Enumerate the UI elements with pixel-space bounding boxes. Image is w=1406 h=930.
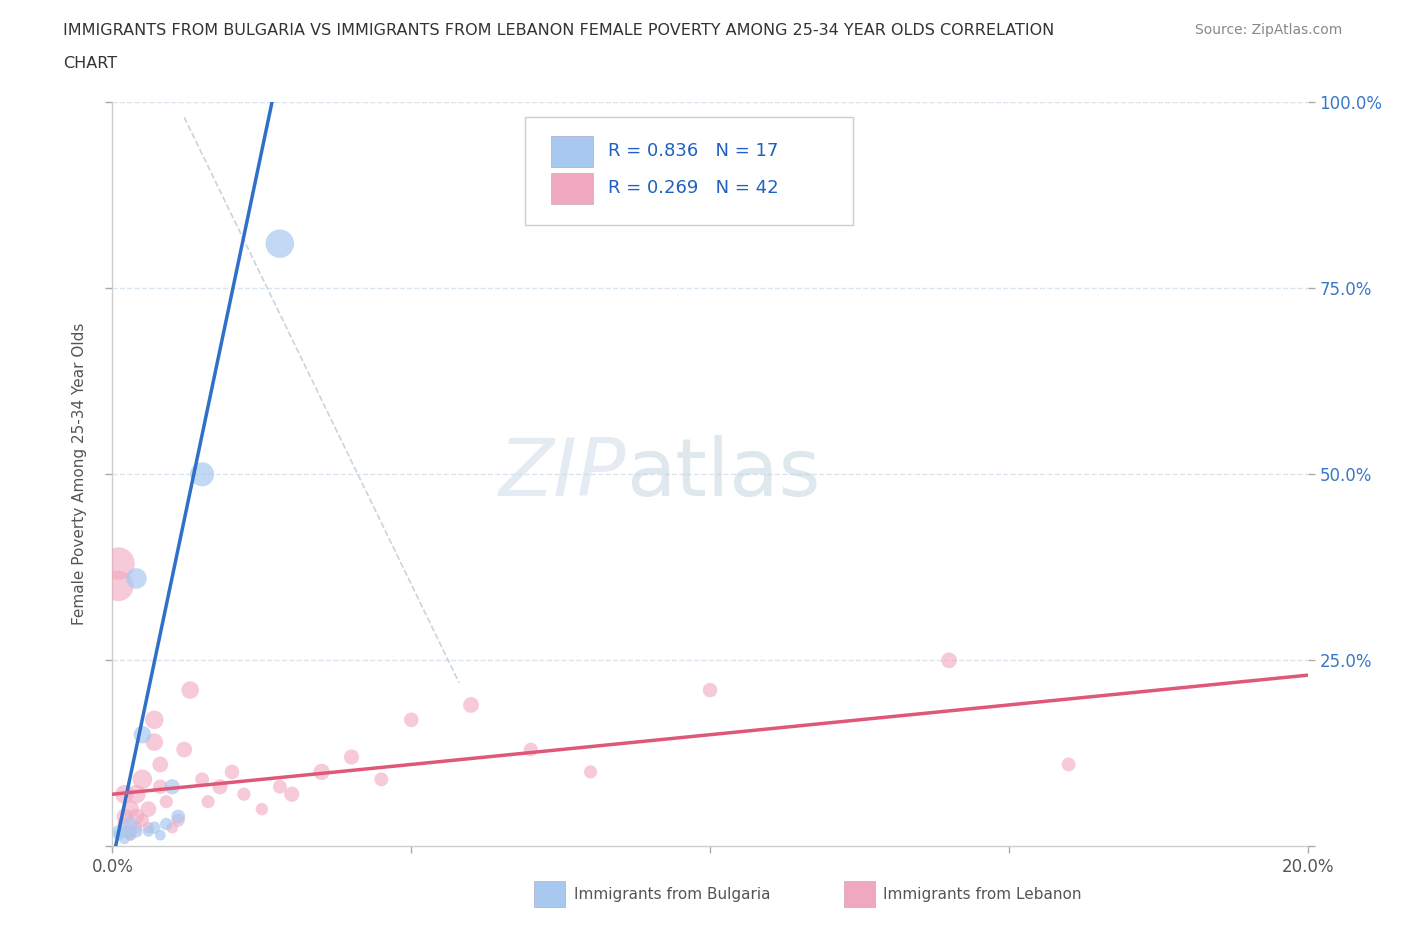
Point <box>269 779 291 794</box>
Text: CHART: CHART <box>63 56 117 71</box>
Point <box>699 683 721 698</box>
Point <box>173 742 195 757</box>
Point <box>340 750 363 764</box>
Point <box>120 824 142 839</box>
Point <box>281 787 304 802</box>
Point <box>191 467 214 482</box>
Point <box>138 802 160 817</box>
Text: atlas: atlas <box>627 435 821 513</box>
Point <box>120 817 142 831</box>
Y-axis label: Female Poverty Among 25-34 Year Olds: Female Poverty Among 25-34 Year Olds <box>72 323 87 626</box>
Point <box>131 727 153 742</box>
Point <box>125 824 148 839</box>
Point <box>401 712 423 727</box>
Point <box>114 831 135 846</box>
Point <box>250 802 273 817</box>
Point <box>579 764 602 779</box>
Point <box>162 779 183 794</box>
Point <box>1057 757 1080 772</box>
Point <box>191 772 214 787</box>
Point <box>155 817 177 831</box>
Text: R = 0.269   N = 42: R = 0.269 N = 42 <box>609 179 779 197</box>
Point <box>125 571 148 586</box>
Text: R = 0.836   N = 17: R = 0.836 N = 17 <box>609 141 779 160</box>
Point <box>131 772 153 787</box>
Point <box>120 828 142 843</box>
Point <box>114 787 135 802</box>
Point <box>221 764 243 779</box>
Point <box>197 794 219 809</box>
Point <box>107 578 129 593</box>
Point <box>125 809 148 824</box>
Text: IMMIGRANTS FROM BULGARIA VS IMMIGRANTS FROM LEBANON FEMALE POVERTY AMONG 25-34 Y: IMMIGRANTS FROM BULGARIA VS IMMIGRANTS F… <box>63 23 1054 38</box>
Text: Immigrants from Bulgaria: Immigrants from Bulgaria <box>574 887 770 902</box>
Point <box>107 824 129 839</box>
Point <box>269 236 291 251</box>
Point <box>125 820 148 835</box>
Bar <box>551 173 593 205</box>
Point <box>143 712 166 727</box>
Text: ZIP: ZIP <box>499 435 627 513</box>
Point <box>149 779 172 794</box>
Point <box>138 820 160 835</box>
Point <box>311 764 333 779</box>
Point <box>143 820 166 835</box>
Point <box>131 813 153 828</box>
Point <box>125 787 148 802</box>
Point <box>520 742 543 757</box>
Point <box>107 556 129 571</box>
Point <box>120 828 142 843</box>
Point <box>162 820 183 835</box>
Point <box>938 653 960 668</box>
Point <box>143 735 166 750</box>
Point <box>149 757 172 772</box>
Bar <box>551 136 593 167</box>
Point <box>114 817 135 831</box>
Point <box>120 802 142 817</box>
FancyBboxPatch shape <box>524 117 853 225</box>
Point <box>167 813 190 828</box>
Point <box>138 824 160 839</box>
Point <box>460 698 482 712</box>
Point <box>233 787 256 802</box>
Point <box>107 828 129 843</box>
Text: Immigrants from Lebanon: Immigrants from Lebanon <box>883 887 1081 902</box>
Point <box>114 809 135 824</box>
Point <box>155 794 177 809</box>
Point <box>114 824 135 839</box>
Point <box>179 683 201 698</box>
Point <box>149 828 172 843</box>
Point <box>167 809 190 824</box>
Text: Source: ZipAtlas.com: Source: ZipAtlas.com <box>1195 23 1343 37</box>
Point <box>370 772 392 787</box>
Point <box>209 779 232 794</box>
